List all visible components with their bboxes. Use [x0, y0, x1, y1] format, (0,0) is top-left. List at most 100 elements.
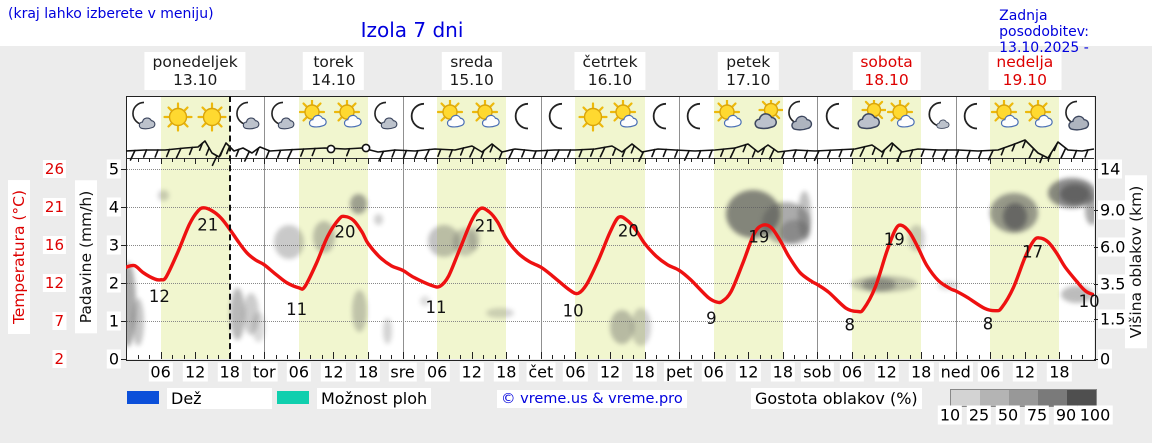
axis-tick: [702, 355, 704, 359]
axis-tick: [425, 158, 427, 162]
temp-axis-title: Temperatura (°C): [8, 179, 30, 335]
hour-label: 06: [424, 362, 450, 382]
axis-tick: [460, 158, 462, 162]
day-abbr-label: tor: [250, 362, 278, 382]
axis-tick: [702, 158, 704, 162]
axis-tick: [121, 245, 126, 246]
axis-tick: [736, 158, 738, 162]
weather-icon-sun-cloud: [299, 100, 333, 134]
axis-tick: [852, 352, 853, 359]
day-abbr-label: čet: [526, 362, 556, 382]
axis-tick: [610, 158, 611, 164]
axis-tick: [1047, 158, 1049, 162]
weather-icon-moon: [403, 100, 437, 134]
axis-tick: [875, 158, 877, 162]
axis-tick: [137, 158, 139, 162]
axis-tick: [828, 355, 830, 359]
day-abbr-label: sob: [801, 362, 834, 382]
axis-tick: [344, 158, 346, 162]
axis-tick: [241, 355, 243, 359]
axis-tick: [183, 158, 185, 162]
axis-tick: [610, 352, 611, 359]
axis-tick: [121, 207, 126, 208]
axis-tick: [252, 355, 254, 359]
cloud-tick: 6.0: [1098, 237, 1128, 257]
axis-tick: [494, 158, 496, 162]
axis-tick: [1013, 355, 1015, 359]
axis-tick: [321, 158, 323, 162]
gridline: [126, 169, 1094, 170]
axis-tick: [782, 352, 784, 359]
axis-tick: [160, 352, 162, 359]
showers-legend-swatch: [277, 391, 309, 404]
axis-tick: [1070, 158, 1072, 162]
axis-tick: [160, 158, 162, 164]
axis-tick: [379, 158, 381, 162]
day-header: sobota 18.10: [852, 52, 921, 90]
axis-tick: [759, 158, 761, 162]
axis-tick: [794, 158, 796, 162]
axis-tick: [921, 352, 923, 359]
cloud-density-label: Gostota oblakov (%): [751, 388, 922, 409]
axis-tick: [759, 355, 761, 359]
day-date: 19.10: [1002, 71, 1048, 89]
axis-tick: [206, 355, 208, 359]
axis-tick: [368, 158, 369, 164]
rain-axis-title: Padavine (mm/h): [75, 180, 97, 334]
axis-tick: [932, 355, 934, 359]
weather-icon-moon-cloud-dark: [783, 100, 817, 134]
hour-label: 06: [701, 362, 726, 382]
rain-legend-label: Dež: [167, 388, 272, 409]
axis-tick: [517, 355, 519, 359]
axis-tick: [471, 352, 473, 359]
axis-tick: [921, 158, 923, 164]
weather-icon-cloud-sun: [749, 100, 783, 134]
weather-icon-moon-cloud: [265, 100, 299, 134]
density-swatch: [1067, 390, 1096, 406]
temp-tick: 16: [42, 236, 66, 254]
axis-tick: [437, 158, 439, 164]
axis-tick: [414, 355, 416, 359]
axis-tick: [840, 355, 842, 359]
axis-tick: [909, 355, 911, 359]
weather-icon-sun-cloud: [610, 100, 644, 134]
axis-tick: [713, 158, 715, 164]
axis-tick: [1094, 169, 1099, 170]
axis-tick: [667, 158, 669, 162]
day-name: torek: [313, 53, 354, 71]
rain-tick: 5: [106, 159, 121, 179]
axis-tick: [1094, 284, 1099, 285]
density-tick: 25: [966, 405, 992, 425]
axis-tick: [264, 352, 266, 359]
axis-tick: [656, 158, 658, 162]
cloud-tick: 9.0: [1098, 200, 1128, 220]
axis-tick: [875, 355, 877, 359]
cloud-axis-title: Višina oblakov (km): [1125, 175, 1147, 349]
copyright-link[interactable]: © vreme.us & vreme.pro: [497, 390, 687, 408]
day-date: 14.10: [311, 71, 356, 89]
axis-tick: [598, 355, 600, 359]
axis-tick: [886, 352, 888, 359]
weather-icon-sun: [576, 100, 610, 134]
hour-label: 12: [1012, 362, 1038, 382]
hour-label: 12: [874, 362, 899, 382]
axis-tick: [586, 158, 588, 162]
weather-icon-moon: [956, 100, 990, 134]
axis-tick: [298, 352, 300, 359]
axis-tick: [195, 158, 197, 164]
axis-tick: [621, 158, 623, 162]
axis-tick: [1013, 158, 1015, 162]
axis-tick: [379, 355, 381, 359]
axis-tick: [506, 352, 508, 359]
day-date: 16.10: [587, 71, 633, 89]
axis-tick: [517, 158, 519, 162]
day-name: nedelja: [996, 53, 1054, 71]
cloud-tick: 0: [1098, 349, 1113, 369]
axis-tick: [264, 158, 266, 164]
weather-icon-sun: [161, 100, 195, 134]
axis-tick: [828, 158, 830, 162]
axis-tick: [771, 158, 773, 162]
axis-tick: [333, 158, 335, 164]
axis-tick: [1001, 355, 1003, 359]
axis-tick: [172, 355, 174, 359]
